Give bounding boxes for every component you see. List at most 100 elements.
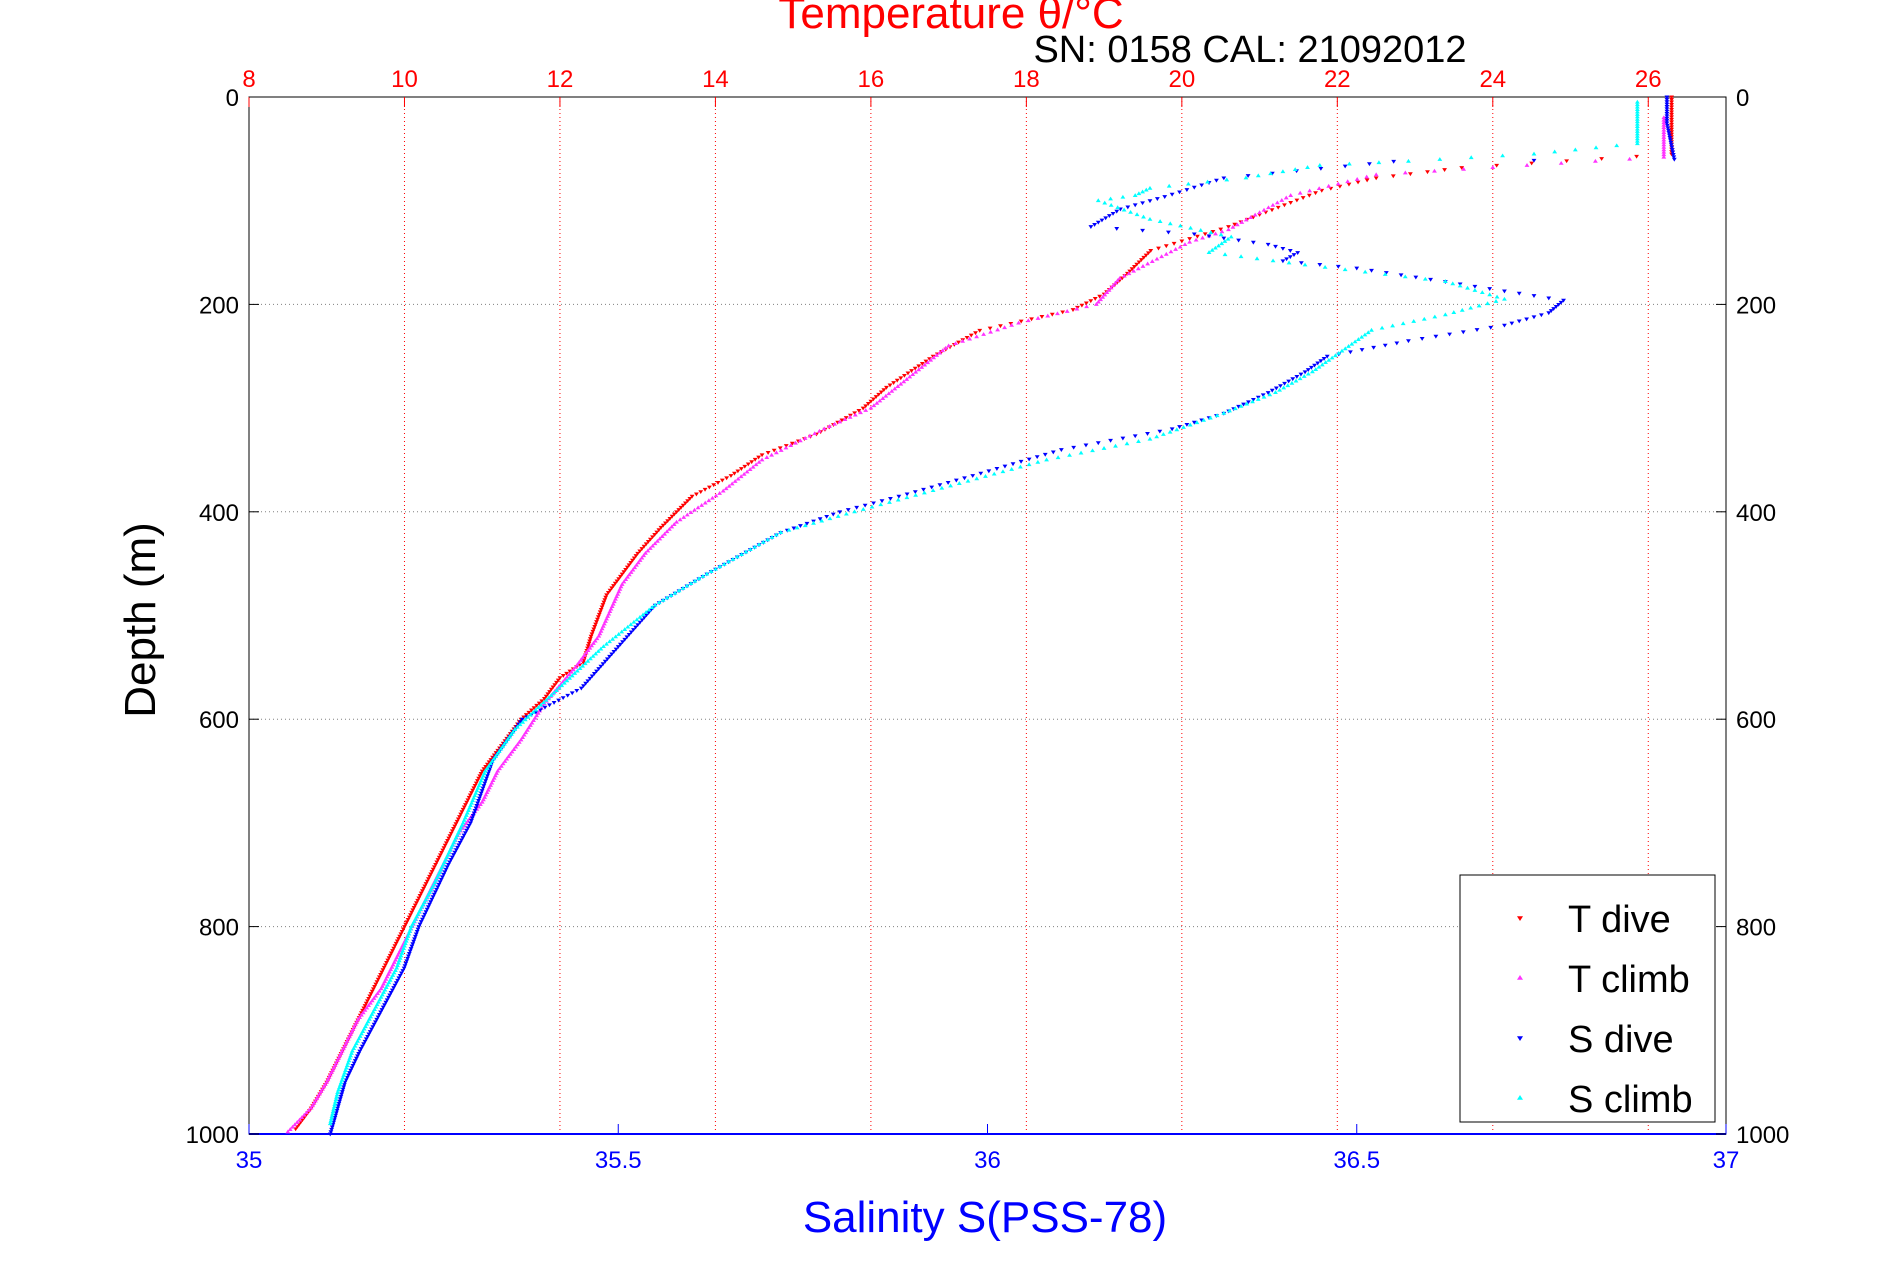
data-point [346,1073,351,1078]
data-point [1524,163,1530,167]
data-point [1136,260,1142,265]
data-point [634,617,640,622]
data-point [418,920,424,925]
data-point [576,660,582,665]
data-point [633,625,639,630]
data-point [647,546,653,550]
data-point [1317,163,1323,167]
data-point [1121,207,1127,212]
data-point [484,776,489,781]
data-point [594,669,599,674]
data-point [1185,181,1191,186]
data-point [1134,262,1140,267]
data-point [1078,450,1084,455]
data-point [376,988,382,993]
data-point [719,478,725,483]
data-point [615,645,621,650]
data-point [586,641,592,646]
data-point [646,607,652,612]
salinity-tick-label: 35.5 [595,1147,642,1174]
data-point [443,867,449,872]
data-point [1009,322,1014,327]
data-point [479,789,485,793]
data-point [817,428,822,433]
axes: 8 10 12 14 16 18 20 22 24 26 35 35.5 36 36.5 37 0 0 200 20… [186,66,1790,1174]
data-point [1132,434,1138,439]
data-point [860,507,866,511]
data-point [613,647,619,652]
data-point [752,544,758,549]
data-point [1461,166,1467,171]
data-point [1145,261,1151,266]
data-point [878,502,884,507]
data-point [331,1104,337,1109]
data-point [465,826,471,831]
data-point [1213,231,1218,236]
data-point [626,572,632,577]
data-point [335,1090,341,1094]
data-point [589,643,595,648]
data-point [644,613,649,618]
data-point [715,480,721,485]
data-point [602,598,608,603]
data-point [1561,298,1566,303]
temperature-tick-label: 26 [1635,66,1662,93]
data-point [948,483,953,488]
data-point [1599,157,1605,161]
data-point [1113,443,1118,448]
series-t-climb [285,115,1667,1134]
data-point [1354,266,1360,271]
data-point [1634,138,1640,143]
data-point [735,469,741,474]
data-point [336,1085,342,1090]
data-point [1538,313,1544,318]
data-point [429,870,435,874]
data-point [1669,105,1674,110]
data-point [369,1027,374,1032]
data-point [497,766,502,771]
data-point [743,549,749,554]
data-point [1349,341,1355,346]
data-point [451,853,457,858]
data-point [578,686,584,691]
data-point [1664,112,1670,116]
data-point [1459,307,1465,312]
data-point [1156,246,1161,251]
data-point [367,1000,373,1005]
data-point [896,494,902,499]
data-point [1406,158,1411,163]
data-point [331,1106,337,1111]
data-point [417,922,423,927]
data-point [991,471,997,476]
data-point [342,1070,347,1075]
data-point [668,593,674,597]
data-point [541,700,546,705]
data-point [403,922,409,927]
data-point [594,636,600,641]
data-point [419,917,425,922]
data-point [376,975,382,980]
data-point [1362,269,1368,274]
data-point [1669,100,1674,105]
data-point [336,1087,341,1092]
data-point [717,564,723,569]
data-point [1339,348,1345,353]
data-point [892,386,898,391]
data-point [904,492,910,497]
data-point [1342,164,1348,169]
data-point [560,696,566,701]
data-point [913,492,919,497]
data-point [639,547,645,551]
data-point [1241,402,1246,407]
data-point [1201,417,1207,422]
data-point [1342,267,1348,272]
data-point [645,540,651,544]
data-point [1634,99,1640,104]
data-point [1667,136,1673,140]
data-point [300,1118,305,1122]
data-point [397,955,403,960]
data-point [471,811,477,816]
data-point [334,1092,340,1097]
data-point [732,471,737,476]
data-point [1671,155,1677,160]
